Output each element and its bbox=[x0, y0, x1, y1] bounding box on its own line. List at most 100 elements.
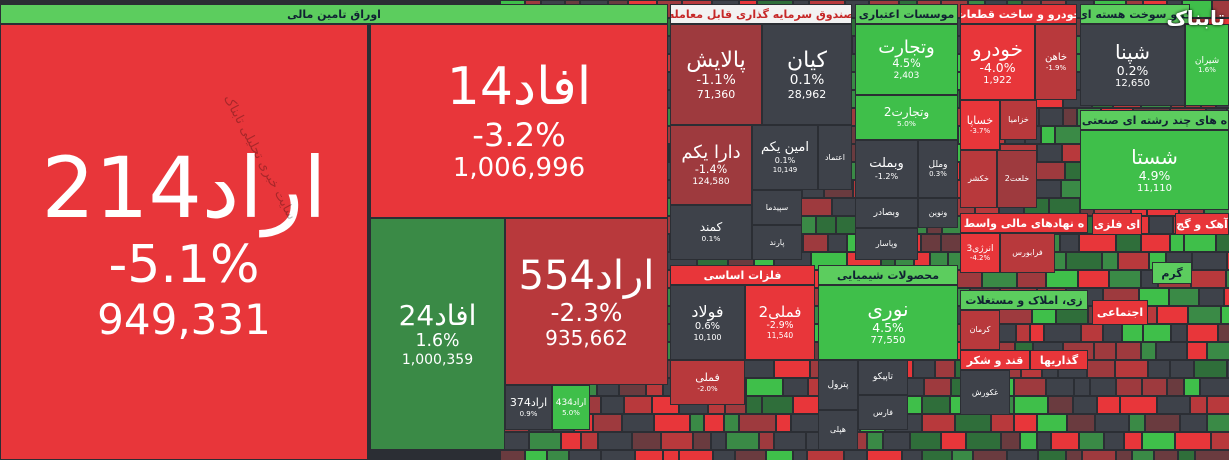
filler-cell bbox=[807, 450, 844, 460]
stock-name: دارا یکم bbox=[681, 142, 741, 164]
filler-cell bbox=[924, 378, 951, 396]
sector-header: گرم bbox=[1152, 262, 1192, 284]
filler-cell bbox=[1211, 432, 1229, 450]
sector-header: اجتماعی bbox=[1092, 300, 1148, 325]
stock-change: 0.2% bbox=[1116, 62, 1149, 78]
filler-cell bbox=[1094, 342, 1116, 360]
stock-name: خکشر bbox=[968, 174, 989, 184]
sector-header: ک و سوخت هسته ای bbox=[1080, 4, 1190, 24]
filler-cell bbox=[793, 396, 820, 414]
stock-change: 5.0% bbox=[897, 119, 916, 129]
filler-cell bbox=[1148, 360, 1170, 378]
filler-cell bbox=[991, 414, 1014, 432]
filler-cell bbox=[1016, 324, 1030, 342]
sector-header: گذاریها bbox=[1030, 350, 1088, 370]
stock-change: -4.2% bbox=[969, 254, 991, 263]
filler-cell bbox=[1190, 396, 1207, 414]
sector-header: صندوق سرمایه گذاری قابل معامله bbox=[670, 4, 852, 24]
filler-cell bbox=[1142, 378, 1167, 396]
sector-header: موسسات اعتباری bbox=[855, 4, 958, 24]
filler-cell bbox=[1046, 378, 1074, 396]
filler-cell bbox=[1227, 360, 1229, 378]
filler-cell bbox=[1132, 450, 1154, 460]
filler-cell bbox=[774, 432, 806, 450]
filler-cell bbox=[1079, 234, 1116, 252]
stock-tile: انرژی3 -4.2% bbox=[960, 233, 1000, 273]
stock-tile: دارا یکم -1.4% 124,580 bbox=[670, 125, 752, 205]
filler-cell bbox=[1041, 126, 1055, 144]
filler-cell bbox=[1037, 414, 1067, 432]
filler-cell bbox=[1104, 432, 1124, 450]
sector-header: ای فلزی bbox=[1092, 213, 1142, 235]
filler-cell bbox=[883, 432, 910, 450]
filler-cell bbox=[783, 378, 808, 396]
filler-cell bbox=[1216, 234, 1229, 252]
stock-tile: خساپا -3.7% bbox=[960, 100, 1000, 150]
stock-volume: 12,650 bbox=[1115, 77, 1150, 89]
filler-cell bbox=[1221, 306, 1229, 324]
stock-name: ونوین bbox=[928, 208, 948, 218]
filler-cell bbox=[867, 432, 883, 450]
stock-tile: پترول bbox=[818, 360, 858, 410]
filler-cell bbox=[766, 450, 793, 460]
stock-name: وبصادر bbox=[873, 207, 900, 218]
filler-cell bbox=[1199, 288, 1224, 306]
filler-cell bbox=[1169, 288, 1199, 306]
filler-cell bbox=[726, 432, 759, 450]
filler-cell bbox=[867, 450, 902, 460]
stock-volume: 124,580 bbox=[692, 176, 730, 187]
stock-change: 4.5% bbox=[872, 320, 904, 336]
stock-name: غکورش bbox=[971, 387, 999, 397]
filler-cell bbox=[593, 414, 622, 432]
filler-cell bbox=[913, 360, 935, 378]
filler-cell bbox=[622, 414, 654, 432]
stock-tile: ونوین bbox=[918, 198, 958, 228]
stock-name: وبملت bbox=[869, 155, 904, 171]
filler-cell bbox=[746, 396, 762, 414]
stock-tile: کیان 0.1% 28,962 bbox=[762, 24, 852, 125]
stock-volume: 1,006,996 bbox=[452, 153, 586, 184]
filler-cell bbox=[1095, 414, 1129, 432]
filler-cell bbox=[569, 450, 601, 460]
filler-cell bbox=[1081, 324, 1103, 342]
stock-name: خودرو bbox=[972, 36, 1023, 61]
stock-change: -1.2% bbox=[874, 171, 899, 181]
filler-cell bbox=[922, 396, 950, 414]
filler-cell bbox=[1020, 432, 1037, 450]
filler-cell bbox=[1007, 450, 1038, 460]
filler-cell bbox=[955, 414, 991, 432]
filler-cell bbox=[1051, 432, 1079, 450]
stock-tile: وبصادر bbox=[855, 198, 918, 228]
filler-cell bbox=[1014, 414, 1037, 432]
stock-change: 5.0% bbox=[562, 408, 580, 417]
stock-change: 0.1% bbox=[789, 71, 825, 88]
stock-tile: فولاد 0.6% 10,100 bbox=[670, 285, 745, 360]
filler-cell bbox=[1156, 342, 1187, 360]
filler-cell bbox=[1035, 180, 1061, 198]
filler-cell bbox=[1087, 360, 1115, 378]
stock-name: هپلی bbox=[830, 425, 846, 435]
filler-cell bbox=[1192, 252, 1227, 270]
stock-volume: 28,962 bbox=[787, 87, 827, 101]
stock-name: کمند bbox=[699, 220, 723, 235]
sector-header: فلزات اساسی bbox=[670, 265, 815, 285]
stock-name: شستا bbox=[1131, 144, 1178, 169]
stock-volume: 11,540 bbox=[766, 331, 794, 341]
filler-cell bbox=[1116, 342, 1141, 360]
sector-header: آهک و گچ bbox=[1175, 213, 1229, 235]
filler-cell bbox=[711, 432, 726, 450]
filler-cell bbox=[635, 450, 663, 460]
filler-cell bbox=[1175, 432, 1211, 450]
stock-tile: کمند 0.1% bbox=[670, 205, 752, 260]
stock-change: 0.1% bbox=[701, 234, 721, 244]
stock-tile: وملل 0.3% bbox=[918, 140, 958, 198]
stock-name: وپاسار bbox=[875, 239, 898, 249]
filler-cell bbox=[1109, 270, 1141, 288]
filler-cell bbox=[1149, 216, 1173, 234]
filler-cell bbox=[663, 450, 679, 460]
stock-tile: کرمان bbox=[960, 310, 1000, 350]
filler-cell bbox=[1191, 270, 1226, 288]
filler-cell bbox=[1178, 450, 1195, 460]
filler-cell bbox=[1078, 270, 1109, 288]
